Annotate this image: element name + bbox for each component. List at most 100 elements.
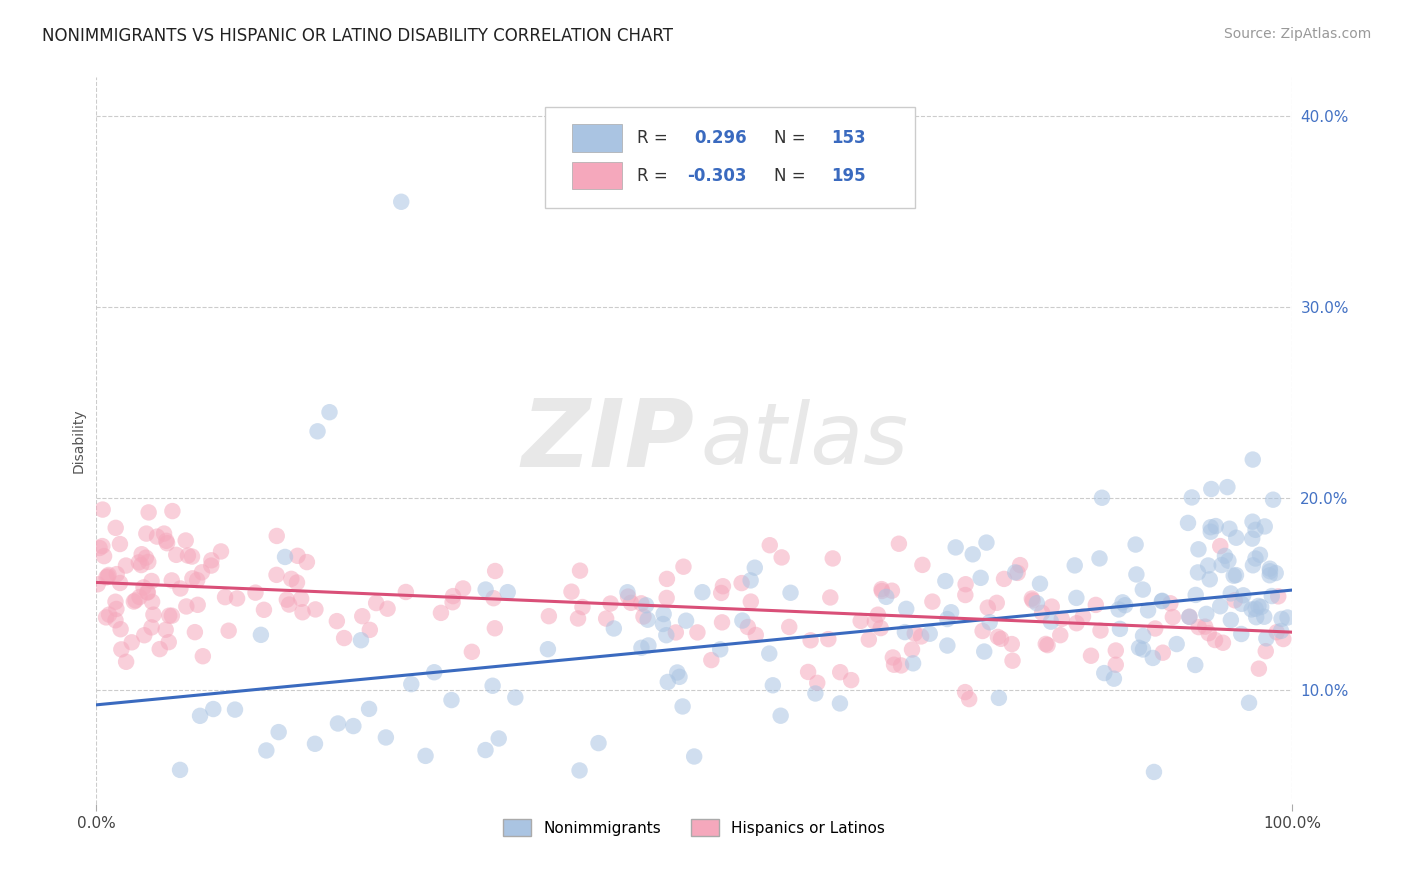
Point [1250,599,1272,614]
Point [957,692,980,706]
Point [440,693,463,707]
Point [359,623,381,637]
Point [1088,551,1111,566]
Point [993,572,1015,586]
Point [326,716,349,731]
Point [686,625,709,640]
Point [986,596,1008,610]
Point [976,535,998,549]
Point [1218,522,1240,536]
Point [295,555,318,569]
Point [955,577,977,591]
Point [374,731,396,745]
Point [1105,657,1128,672]
Point [104,595,127,609]
Point [129,558,152,572]
Point [1025,596,1047,610]
Point [987,630,1010,644]
Legend: Nonimmigrants, Hispanics or Latinos: Nonimmigrants, Hispanics or Latinos [496,811,893,844]
Point [652,617,675,632]
Point [285,575,308,590]
Point [1036,638,1059,652]
Point [1178,610,1201,624]
Point [187,598,209,612]
Y-axis label: Disability: Disability [72,409,86,473]
Point [1254,519,1277,533]
Point [1142,651,1164,665]
Point [1029,576,1052,591]
Point [936,612,959,626]
Point [1258,568,1281,582]
Point [973,644,995,658]
Point [617,590,640,604]
Point [588,736,610,750]
Point [1194,620,1216,634]
Point [141,595,163,609]
Point [1254,644,1277,658]
Point [779,586,801,600]
Point [770,550,793,565]
Point [1258,564,1281,578]
Point [97,569,120,583]
Point [160,574,183,588]
Point [657,675,679,690]
Point [177,549,200,563]
Point [1049,628,1071,642]
Point [870,582,893,596]
Point [1114,599,1136,613]
Point [880,583,903,598]
Point [1237,696,1260,710]
Point [181,571,204,585]
Point [758,538,780,552]
Point [934,574,956,588]
Text: 153: 153 [832,128,866,147]
Point [135,550,157,565]
Text: R =: R = [637,167,673,185]
Point [918,626,941,640]
Point [797,665,820,679]
Point [1090,624,1112,638]
Point [636,599,658,613]
Point [700,653,723,667]
Text: N =: N = [775,167,811,185]
Text: ZIP: ZIP [522,395,695,487]
Point [1010,558,1032,573]
Point [1039,615,1062,629]
Point [1177,516,1199,530]
Text: Source: ZipAtlas.com: Source: ZipAtlas.com [1223,27,1371,41]
Point [157,608,180,623]
Point [1241,452,1264,467]
Point [461,645,484,659]
Point [863,615,886,629]
Point [683,749,706,764]
Point [1001,637,1024,651]
Point [1212,636,1234,650]
Point [136,555,159,569]
Point [266,529,288,543]
Point [1230,597,1253,611]
Point [962,547,984,561]
Point [128,555,150,569]
Point [200,553,222,567]
Point [157,635,180,649]
Point [1161,610,1184,624]
Point [1150,594,1173,608]
Point [599,597,621,611]
Point [415,748,437,763]
Point [537,609,560,624]
Point [882,650,904,665]
Point [1223,593,1246,607]
Point [1261,589,1284,603]
Point [1198,626,1220,640]
Point [134,628,156,642]
Point [482,591,505,606]
Point [304,737,326,751]
Point [1132,629,1154,643]
Point [633,609,655,624]
Point [571,600,593,615]
Point [1188,620,1211,634]
Point [94,610,117,624]
Point [1178,609,1201,624]
Point [395,585,418,599]
Point [1249,548,1271,562]
